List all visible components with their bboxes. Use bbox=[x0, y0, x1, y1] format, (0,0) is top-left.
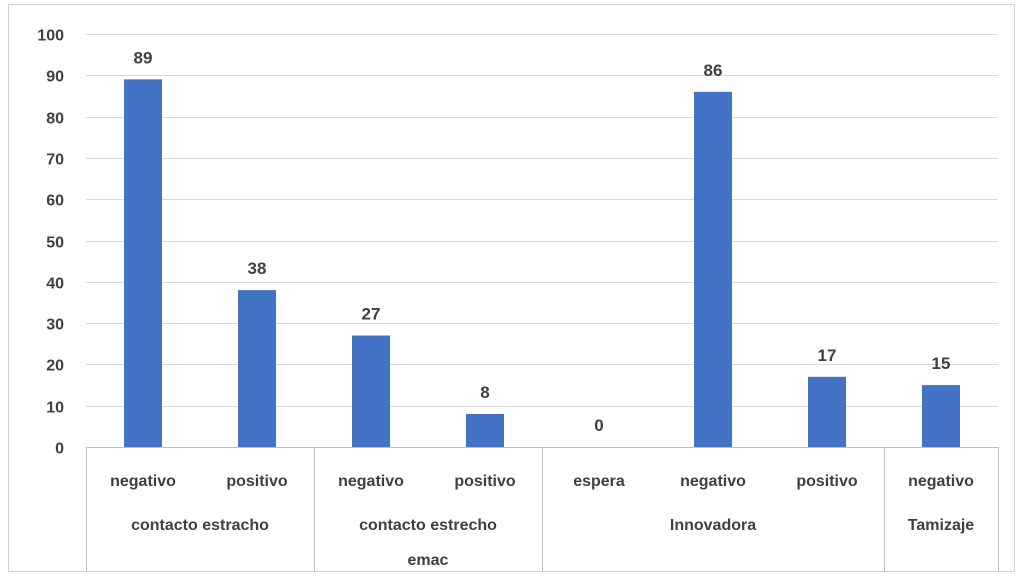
bar bbox=[808, 376, 846, 447]
bar bbox=[238, 290, 276, 447]
data-label: 8 bbox=[480, 383, 489, 402]
y-tick-label: 60 bbox=[46, 193, 64, 210]
y-tick-label: 10 bbox=[46, 400, 64, 417]
category-label: positivo bbox=[226, 473, 288, 490]
y-tick-label: 50 bbox=[46, 235, 64, 252]
bar bbox=[466, 414, 504, 447]
category-label: positivo bbox=[454, 473, 516, 490]
y-tick-label: 20 bbox=[46, 358, 64, 375]
y-tick-label: 80 bbox=[46, 111, 64, 128]
group-label: contacto estracho bbox=[131, 517, 269, 534]
category-label: negativo bbox=[110, 473, 176, 490]
chart-frame bbox=[8, 4, 1015, 572]
data-label: 27 bbox=[362, 305, 381, 324]
group-label: Tamizaje bbox=[908, 517, 975, 534]
data-label: 0 bbox=[594, 416, 603, 435]
category-label: negativo bbox=[908, 473, 974, 490]
bar bbox=[124, 79, 162, 448]
y-tick-label: 30 bbox=[46, 317, 64, 334]
data-label: 15 bbox=[932, 354, 951, 373]
group-label: emac bbox=[408, 552, 449, 569]
category-label: negativo bbox=[680, 473, 746, 490]
category-label: positivo bbox=[796, 473, 858, 490]
bar bbox=[352, 335, 390, 447]
bar bbox=[922, 385, 960, 447]
data-label: 38 bbox=[248, 259, 267, 278]
bar bbox=[694, 91, 732, 448]
y-tick-label: 0 bbox=[55, 441, 64, 458]
y-tick-label: 100 bbox=[37, 28, 64, 45]
data-label: 89 bbox=[134, 48, 153, 67]
group-label: Innovadora bbox=[670, 517, 756, 534]
category-label: espera bbox=[573, 473, 625, 490]
data-label: 86 bbox=[704, 61, 723, 80]
category-label: negativo bbox=[338, 473, 404, 490]
y-tick-label: 90 bbox=[46, 69, 64, 86]
group-label: contacto estrecho bbox=[359, 517, 497, 534]
y-tick-label: 40 bbox=[46, 276, 64, 293]
y-tick-label: 70 bbox=[46, 152, 64, 169]
data-label: 17 bbox=[818, 346, 837, 365]
